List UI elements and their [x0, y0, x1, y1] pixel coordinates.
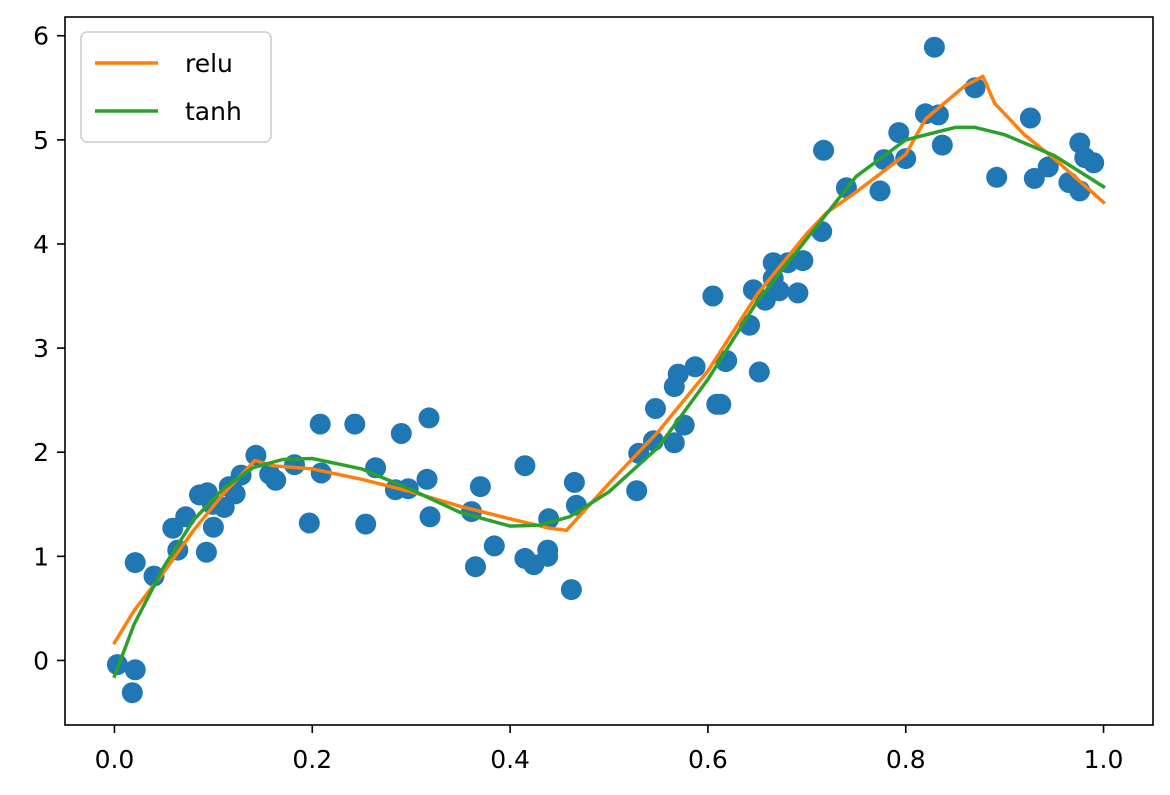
x-tick-label: 0.2 [292, 745, 332, 774]
data-point [344, 413, 366, 435]
x-tick-label: 0.6 [688, 745, 728, 774]
legend: relu tanh [80, 31, 272, 143]
data-point [888, 122, 910, 144]
data-point [931, 134, 953, 156]
data-point [469, 476, 491, 498]
data-point [563, 471, 585, 493]
data-point [923, 36, 945, 58]
data-point [1037, 156, 1059, 178]
data-point [813, 139, 835, 161]
data-point [748, 361, 770, 383]
data-point [626, 480, 648, 502]
legend-relu-label: relu [185, 49, 233, 78]
x-tick-label: 0.4 [490, 745, 530, 774]
y-tick-label: 6 [33, 22, 49, 51]
data-point [684, 356, 706, 378]
data-point [927, 104, 949, 126]
y-tick-label: 0 [33, 646, 49, 675]
x-tick-label: 0.0 [95, 745, 135, 774]
data-point [202, 516, 224, 538]
data-point [121, 682, 143, 704]
y-axis: 0 1 2 3 4 5 6 [33, 22, 65, 675]
data-point [787, 282, 809, 304]
y-tick-label: 4 [33, 230, 49, 259]
data-point [309, 413, 331, 435]
data-point [710, 393, 732, 415]
legend-box [80, 31, 272, 143]
y-tick-label: 3 [33, 334, 49, 363]
data-point [1083, 152, 1105, 174]
data-point [895, 148, 917, 170]
y-tick-label: 5 [33, 126, 49, 155]
y-tick-label: 2 [33, 438, 49, 467]
data-point [418, 407, 440, 429]
data-point [124, 552, 146, 574]
data-point [419, 506, 441, 528]
data-point [986, 166, 1008, 188]
x-tick-label: 0.8 [886, 745, 926, 774]
data-point [869, 180, 891, 202]
data-point [768, 280, 790, 302]
data-point [1023, 167, 1045, 189]
data-point [560, 579, 582, 601]
data-point [124, 659, 146, 681]
data-point [514, 455, 536, 477]
data-point [390, 423, 412, 444]
data-point [537, 545, 559, 567]
series-line-tanh [112, 125, 1106, 679]
legend-tanh-label: tanh [185, 97, 242, 126]
data-point [702, 285, 724, 307]
series-line-relu [112, 74, 1106, 646]
data-point [175, 506, 197, 528]
data-point [663, 432, 685, 454]
data-point [310, 462, 332, 484]
data-point [143, 565, 165, 587]
data-point [792, 250, 814, 272]
data-point [195, 541, 217, 563]
data-point [645, 398, 666, 419]
data-point [673, 414, 695, 436]
data-point [298, 512, 320, 534]
plot-content [106, 36, 1106, 704]
data-point [465, 556, 486, 578]
data-point [643, 430, 664, 452]
y-tick-label: 1 [33, 542, 49, 571]
plot-frame [64, 16, 1154, 726]
x-tick-label: 1.0 [1084, 745, 1124, 774]
data-point [667, 363, 689, 385]
data-point [265, 469, 287, 491]
data-point [1019, 107, 1041, 129]
data-point [416, 468, 438, 490]
data-point [483, 535, 505, 557]
data-point [355, 513, 377, 535]
x-axis: 0.0 0.2 0.4 0.6 0.8 1.0 [95, 725, 1124, 774]
